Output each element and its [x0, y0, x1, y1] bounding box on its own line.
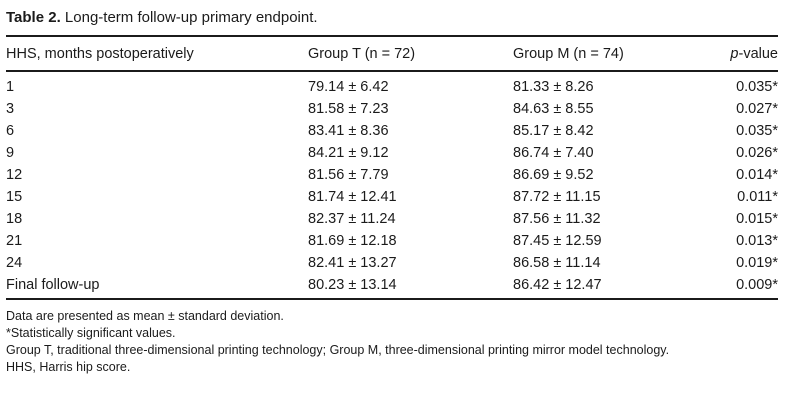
table-footnotes: Data are presented as mean ± standard de…	[6, 308, 778, 376]
cell-p-value: 0.015*	[736, 211, 778, 227]
cell-p-value: 0.014*	[736, 167, 778, 183]
cell-months: 1	[6, 79, 15, 95]
cell-p-value: 0.011*	[737, 189, 778, 205]
cell-group-t: 79.14 ± 6.42	[308, 79, 389, 95]
cell-group-m: 85.17 ± 8.42	[513, 123, 594, 139]
cell-p-value: 0.013*	[736, 233, 778, 249]
cell-months: 9	[6, 145, 15, 161]
p-value-italic-p: p	[730, 46, 739, 62]
table-row: 3 81.58 ± 7.23 84.63 ± 8.55 0.027*	[6, 98, 778, 120]
cell-months: 15	[6, 189, 23, 205]
cell-group-m: 84.63 ± 8.55	[513, 101, 594, 117]
cell-months: 24	[6, 255, 23, 271]
cell-group-t: 84.21 ± 9.12	[308, 145, 389, 161]
cell-group-t: 81.58 ± 7.23	[308, 101, 389, 117]
cell-months: 6	[6, 123, 15, 139]
cell-group-m: 81.33 ± 8.26	[513, 79, 594, 95]
table-row: 6 83.41 ± 8.36 85.17 ± 8.42 0.035*	[6, 120, 778, 142]
cell-group-m: 86.58 ± 11.14	[513, 255, 601, 271]
column-header-p-value: p-value	[678, 36, 779, 72]
table-2-figure: Table 2. Long-term follow-up primary end…	[6, 8, 778, 376]
table-caption-label: Table 2.	[6, 9, 61, 26]
cell-group-t: 83.41 ± 8.36	[308, 123, 389, 139]
cell-group-t: 81.56 ± 7.79	[308, 167, 389, 183]
table-caption: Table 2. Long-term follow-up primary end…	[6, 8, 778, 27]
cell-group-m: 86.69 ± 9.52	[513, 167, 594, 183]
cell-group-t: 82.37 ± 11.24	[308, 211, 396, 227]
cell-group-m: 87.56 ± 11.32	[513, 211, 601, 227]
table-caption-text: Long-term follow-up primary endpoint.	[64, 9, 318, 26]
cell-group-m: 87.45 ± 12.59	[513, 233, 602, 249]
cell-months: Final follow-up	[6, 277, 100, 293]
column-header-group-m: Group M (n = 74)	[513, 36, 678, 72]
cell-group-m: 87.72 ± 11.15	[513, 189, 601, 205]
cell-p-value: 0.019*	[736, 255, 778, 271]
cell-months: 3	[6, 101, 15, 117]
column-header-group-t: Group T (n = 72)	[308, 36, 513, 72]
column-header-hhs-months: HHS, months postoperatively	[6, 36, 308, 72]
footnote-group-definitions: Group T, traditional three-dimensional p…	[6, 343, 670, 357]
cell-months: 12	[6, 167, 23, 183]
cell-p-value: 0.027*	[736, 101, 778, 117]
table-header-row: HHS, months postoperatively Group T (n =…	[6, 36, 779, 72]
cell-group-m: 86.74 ± 7.40	[513, 145, 594, 161]
footnote-mean-sd: Data are presented as mean ± standard de…	[6, 309, 284, 323]
cell-group-t: 81.74 ± 12.41	[308, 189, 397, 205]
cell-p-value: 0.035*	[736, 123, 778, 139]
cell-group-t: 80.23 ± 13.14	[308, 277, 397, 293]
cell-p-value: 0.035*	[736, 79, 778, 95]
table-row: Final follow-up 80.23 ± 13.14 86.42 ± 12…	[6, 274, 778, 299]
table-row: 12 81.56 ± 7.79 86.69 ± 9.52 0.014*	[6, 164, 778, 186]
cell-p-value: 0.009*	[736, 277, 778, 293]
cell-months: 21	[6, 233, 23, 249]
footnote-significance: *Statistically significant values.	[6, 326, 176, 340]
table-row: 18 82.37 ± 11.24 87.56 ± 11.32 0.015*	[6, 208, 778, 230]
cell-group-t: 81.69 ± 12.18	[308, 233, 397, 249]
cell-group-m: 86.42 ± 12.47	[513, 277, 602, 293]
table-row: 9 84.21 ± 9.12 86.74 ± 7.40 0.026*	[6, 142, 778, 164]
cell-group-t: 82.41 ± 13.27	[308, 255, 397, 271]
table-body: 1 79.14 ± 6.42 81.33 ± 8.26 0.035* 3 81.…	[6, 71, 778, 299]
table-row: 15 81.74 ± 12.41 87.72 ± 11.15 0.011*	[6, 186, 778, 208]
cell-months: 18	[6, 211, 23, 227]
p-value-rest: -value	[738, 46, 779, 62]
footnote-hhs-abbreviation: HHS, Harris hip score.	[6, 360, 131, 374]
long-term-followup-table: HHS, months postoperatively Group T (n =…	[6, 35, 778, 300]
table-row: 1 79.14 ± 6.42 81.33 ± 8.26 0.035*	[6, 71, 778, 98]
cell-p-value: 0.026*	[736, 145, 778, 161]
table-row: 24 82.41 ± 13.27 86.58 ± 11.14 0.019*	[6, 252, 778, 274]
table-row: 21 81.69 ± 12.18 87.45 ± 12.59 0.013*	[6, 230, 778, 252]
